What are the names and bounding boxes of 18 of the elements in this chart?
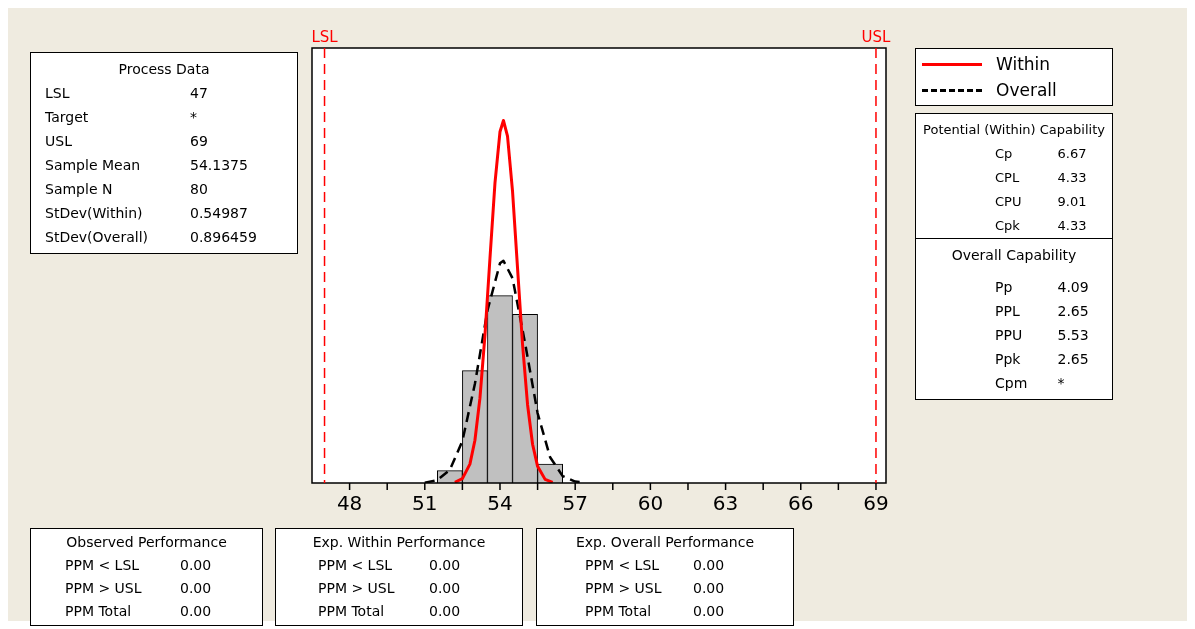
- text: Overall Capability Pp 4.09 PPL 2.65 PPU 5.53 Ppk 2.65 Cpm *: [951, 247, 1089, 391]
- legend-label: Within: [996, 53, 1051, 76]
- x-tick-label: 66: [788, 491, 814, 516]
- legend-label: Overall: [996, 79, 1057, 102]
- x-tick-label: 60: [637, 491, 664, 516]
- x-tick-label: 51: [412, 491, 438, 516]
- ref-line-label: LSL: [311, 28, 339, 47]
- text: Potential (Within) Capability Cp 6.67 CPL 4.33 CPU 9.01 Cpk 4.33: [923, 122, 1105, 233]
- x-tick-label: 54: [487, 491, 513, 516]
- x-tick-label: 57: [562, 491, 588, 516]
- x-tick-label: 63: [712, 491, 739, 516]
- x-tick-label: 69: [863, 491, 889, 516]
- text: Exp. Within Performance PPM < LSL 0.00 PPM > USL 0.00 PPM Total 0.00: [312, 534, 486, 619]
- text: Observed Performance PPM < LSL 0.00 PPM > USL 0.00 PPM Total 0.00: [65, 534, 227, 619]
- ref-line-label: USL: [861, 28, 892, 47]
- text: Exp. Overall Performance PPM < LSL 0.00 PPM > USL 0.00 PPM Total 0.00: [575, 534, 755, 619]
- text: Process Data LSL 47 Target * USL 69 Sample Mean 54.1375 Sample N 80 StDev(Within) 0.54987 StDev(Overall) 0.896459: [45, 61, 257, 245]
- x-tick-label: 48: [336, 491, 363, 516]
